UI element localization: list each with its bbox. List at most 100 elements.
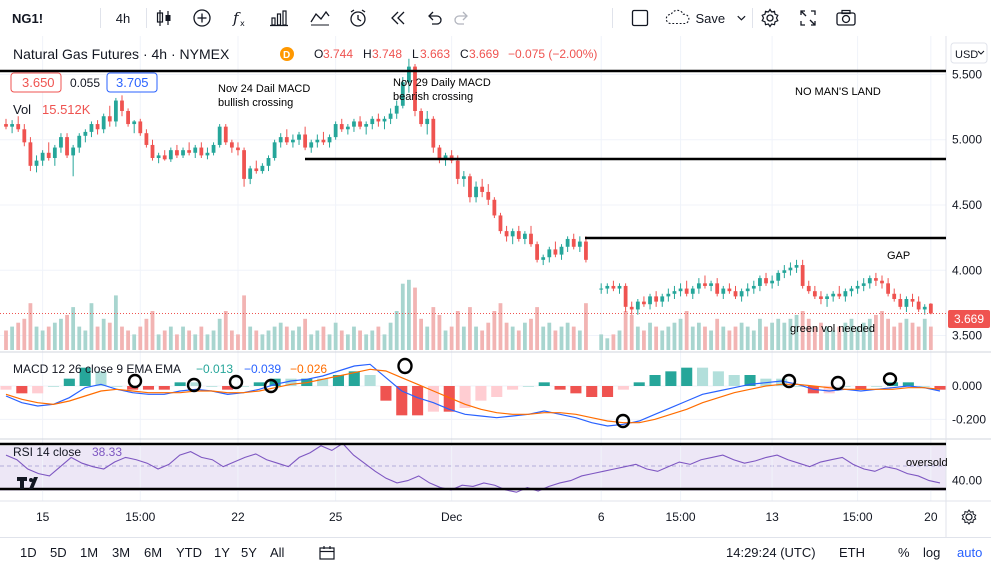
- volume-bar: [522, 322, 527, 350]
- annotation-nov29-line2[interactable]: bearish crossing: [393, 91, 473, 103]
- annotation-green-vol[interactable]: green vol needed: [790, 323, 875, 335]
- range-button-3m[interactable]: 3M: [112, 545, 131, 560]
- redo-button[interactable]: [448, 0, 476, 36]
- undo-button[interactable]: [420, 0, 448, 36]
- interval-button[interactable]: 4h: [108, 0, 138, 36]
- select-layout-button[interactable]: [626, 0, 654, 36]
- range-button-5y[interactable]: 5Y: [241, 545, 257, 560]
- templates-button[interactable]: [264, 0, 294, 36]
- candle-body: [825, 296, 829, 299]
- crossing-marker[interactable]: [228, 374, 244, 390]
- volume-bar: [684, 311, 689, 350]
- volume-bar: [474, 326, 478, 350]
- crossing-marker[interactable]: [127, 373, 143, 389]
- volume-bar: [880, 311, 884, 350]
- volume-bar: [764, 326, 768, 350]
- range-button-ytd[interactable]: YTD: [176, 545, 202, 560]
- crossing-marker[interactable]: [397, 357, 413, 375]
- macd-histogram-bar: [47, 386, 60, 387]
- chart-type-button[interactable]: [150, 0, 178, 36]
- save-button[interactable]: Save: [664, 0, 748, 36]
- volume-bar: [535, 307, 539, 350]
- volume-bar: [480, 330, 485, 350]
- candle-body: [510, 231, 515, 237]
- percent-toggle[interactable]: %: [898, 545, 910, 560]
- candle-body: [199, 147, 204, 156]
- volume-bar: [617, 330, 622, 350]
- session-button[interactable]: ETH: [839, 545, 865, 560]
- time-axis[interactable]: 15 15:00 22 25 Dec 6 15:00 13 15:00 20: [36, 510, 938, 524]
- candle-body: [126, 111, 130, 125]
- auto-toggle[interactable]: auto: [957, 545, 983, 560]
- macd-line: [5, 363, 941, 427]
- bottom-toolbar: 1D 5D 1M 3M 6M YTD 1Y 5Y All 14:29:24 (UTC) ETH …: [0, 537, 991, 568]
- macd-histogram-bar: [95, 371, 107, 386]
- volume-bar: [138, 326, 143, 350]
- time-tick-label: 22: [231, 510, 245, 524]
- macd-histogram-bar: [697, 367, 709, 386]
- annotation-gap[interactable]: GAP: [887, 250, 910, 262]
- candle-body: [16, 124, 21, 130]
- time-tick-label: Dec: [441, 510, 462, 524]
- volume-bar: [794, 314, 799, 350]
- log-toggle[interactable]: log: [923, 545, 941, 560]
- crossing-marker[interactable]: [263, 378, 279, 394]
- crossing-marker[interactable]: [781, 373, 797, 389]
- volume-bar: [642, 330, 646, 350]
- alert-button[interactable]: [342, 0, 374, 36]
- annotation-oversold[interactable]: oversold: [906, 457, 948, 469]
- tradingview-logo[interactable]: [17, 477, 38, 489]
- macd-histogram-bar: [776, 378, 788, 386]
- symbol-search-button[interactable]: NG1!: [6, 0, 52, 36]
- buy-button[interactable]: [106, 72, 158, 93]
- cloud-icon: [665, 9, 690, 25]
- indicators-button[interactable]: f x: [226, 0, 254, 36]
- fullscreen-button[interactable]: [794, 0, 822, 36]
- delayed-badge[interactable]: [280, 47, 294, 61]
- range-button-1y[interactable]: 1Y: [214, 545, 230, 560]
- time-tick-label: 15:00: [666, 510, 696, 524]
- volume-bar: [812, 326, 817, 350]
- chart-settings-gear-icon[interactable]: [961, 509, 977, 525]
- annotation-nov24-line2[interactable]: bullish crossing: [218, 97, 293, 109]
- annotation-nov29-line1[interactable]: Nov 29 Daily MACD: [393, 77, 491, 89]
- volume-bar: [727, 330, 732, 350]
- close-label: C: [460, 47, 469, 61]
- settings-button[interactable]: [756, 0, 784, 36]
- clock-readout[interactable]: 14:29:24 (UTC): [726, 545, 816, 560]
- chart-area[interactable]: 5.500 5.000 4.500 4.000 3.500 0.000 -0.200 40.0…: [0, 36, 991, 537]
- snapshot-button[interactable]: [832, 0, 860, 36]
- crossing-marker[interactable]: [830, 375, 846, 391]
- currency-selector[interactable]: [950, 42, 988, 64]
- candle-body: [101, 116, 106, 130]
- annotation-no-mans-land[interactable]: NO MAN'S LAND: [795, 86, 881, 98]
- volume-bar: [89, 303, 94, 350]
- crossing-marker[interactable]: [186, 377, 202, 393]
- annotation-nov24-line1[interactable]: Nov 24 Dail MACD: [218, 83, 310, 95]
- macd-histogram-bar: [681, 367, 693, 386]
- volume-bar: [52, 322, 57, 350]
- candle-body: [168, 150, 173, 160]
- price-axis[interactable]: 5.500 5.000 4.500 4.000 3.500 0.000 -0.200 40.0…: [952, 67, 986, 487]
- layout-button[interactable]: [304, 0, 336, 36]
- range-button-5d[interactable]: 5D: [50, 545, 67, 560]
- candle-body: [248, 168, 253, 179]
- macd-pane: [0, 363, 946, 427]
- compare-button[interactable]: [188, 0, 216, 36]
- goto-date-button[interactable]: [318, 538, 336, 568]
- crossing-marker[interactable]: [615, 413, 631, 429]
- range-button-all[interactable]: All: [270, 545, 285, 560]
- replay-button[interactable]: [384, 0, 412, 36]
- macd-histogram-bar: [839, 386, 851, 387]
- function-icon: f x: [232, 9, 245, 28]
- range-button-1d[interactable]: 1D: [20, 545, 37, 560]
- range-button-6m[interactable]: 6M: [144, 545, 163, 560]
- volume-bar: [425, 326, 430, 350]
- candle-body: [193, 147, 198, 153]
- macd-histogram-bar: [918, 386, 930, 387]
- range-button-1m[interactable]: 1M: [80, 545, 99, 560]
- volume-bar: [819, 322, 823, 350]
- crossing-marker[interactable]: [882, 372, 898, 386]
- sell-button[interactable]: [10, 72, 62, 93]
- volume-bar: [16, 322, 21, 350]
